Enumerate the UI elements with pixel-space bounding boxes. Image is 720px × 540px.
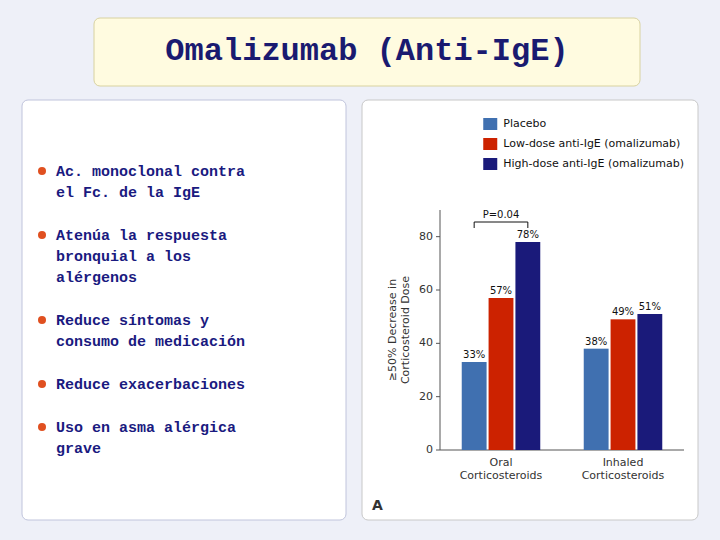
data-label: 49% xyxy=(612,306,634,317)
bullet-marker xyxy=(38,423,46,431)
y-tick xyxy=(436,450,440,451)
text-line: consumo de medicación xyxy=(56,334,245,351)
legend-swatch xyxy=(483,138,497,150)
data-label: 38% xyxy=(585,336,607,347)
bullet-text: Atenúa la respuesta bronquial a los alérge… xyxy=(56,228,227,287)
y-tick xyxy=(436,396,440,397)
x-tick-label: OralCorticosteroids xyxy=(460,456,543,482)
legend-label: Placebo xyxy=(503,117,546,130)
legend-swatch xyxy=(483,118,497,130)
bar xyxy=(462,362,487,450)
axes: 020406080OralCorticosteroidsInhaledCorti… xyxy=(386,210,684,482)
y-tick xyxy=(436,290,440,291)
text-line: el Fc. de la IgE xyxy=(56,185,200,202)
data-label: 51% xyxy=(639,301,661,312)
bar xyxy=(489,298,514,450)
legend: Placebo Low-dose anti-IgE (omalizumab) Hig… xyxy=(483,117,684,170)
title-box xyxy=(94,18,640,86)
bullet-text: Ac. monoclonal contra el Fc. de la IgE xyxy=(56,164,245,202)
text-line: Corticosteroids xyxy=(582,469,665,482)
bullet-text: Reduce exacerbaciones xyxy=(56,377,245,394)
p-value: P=0.04 xyxy=(483,209,520,220)
text-line: Oral xyxy=(490,456,513,469)
bars xyxy=(462,242,663,450)
bullet-marker xyxy=(38,231,46,239)
y-axis-line xyxy=(440,210,441,450)
bullet-text: Uso en asma alérgica grave xyxy=(56,420,236,458)
y-axis-label: ≥50% Decrease inCorticosteroid Dose xyxy=(386,276,412,384)
text-line: Reduce exacerbaciones xyxy=(56,377,245,394)
legend-label: High-dose anti-IgE (omalizumab) xyxy=(503,157,684,170)
text-line: Corticosteroids xyxy=(460,469,543,482)
data-label: 78% xyxy=(517,229,539,240)
bullet-marker xyxy=(38,380,46,388)
legend-item: Placebo xyxy=(483,117,546,130)
background xyxy=(0,0,720,540)
text-line: grave xyxy=(56,441,101,458)
legend-label: Low-dose anti-IgE (omalizumab) xyxy=(503,137,680,150)
legend-item: Low-dose anti-IgE (omalizumab) xyxy=(483,137,680,150)
y-tick xyxy=(436,343,440,344)
bar xyxy=(515,242,540,450)
bullet-text: Reduce síntomas y consumo de medicación xyxy=(56,313,245,351)
y-tick xyxy=(436,236,440,237)
legend-item: High-dose anti-IgE (omalizumab) xyxy=(483,157,684,170)
text-line: Inhaled xyxy=(603,456,644,469)
text-line: Corticosteroid Dose xyxy=(399,276,412,384)
text-line: Reduce síntomas y xyxy=(56,313,209,330)
text-line: Atenúa la respuesta xyxy=(56,228,227,245)
significance-bracket: P=0.04 xyxy=(474,209,528,228)
data-label: 57% xyxy=(490,285,512,296)
x-tick-label: InhaledCorticosteroids xyxy=(582,456,665,482)
data-label: 33% xyxy=(463,349,485,360)
y-tick-label: 20 xyxy=(419,390,433,403)
bracket-line xyxy=(474,222,528,228)
slide-canvas: Omalizumab (Anti-IgE) Ac. monoclonal cont… xyxy=(0,0,720,540)
bullet-marker xyxy=(38,316,46,324)
bullet-box xyxy=(22,100,346,520)
text-line: ≥50% Decrease in xyxy=(386,279,399,381)
text-line: Uso en asma alérgica xyxy=(56,420,236,437)
y-tick-label: 60 xyxy=(419,283,433,296)
legend-swatch xyxy=(483,158,497,170)
text-line: Ac. monoclonal contra xyxy=(56,164,245,181)
panel-label: A xyxy=(372,497,383,513)
text-line: bronquial a los xyxy=(56,249,191,266)
bar xyxy=(611,319,636,450)
y-tick-label: 80 xyxy=(419,230,433,243)
bar xyxy=(637,314,662,450)
data-labels: 33% 38% 57% 49% 78% 51% xyxy=(463,229,661,360)
title: Omalizumab (Anti-IgE) xyxy=(165,33,568,70)
y-tick-label: 0 xyxy=(426,443,433,456)
slide: Omalizumab (Anti-IgE) Ac. monoclonal cont… xyxy=(0,0,720,540)
chart-box xyxy=(362,100,698,520)
text-line: alérgenos xyxy=(56,270,137,287)
y-tick-label: 40 xyxy=(419,336,433,349)
bar xyxy=(584,349,609,450)
bullet-marker xyxy=(38,167,46,175)
